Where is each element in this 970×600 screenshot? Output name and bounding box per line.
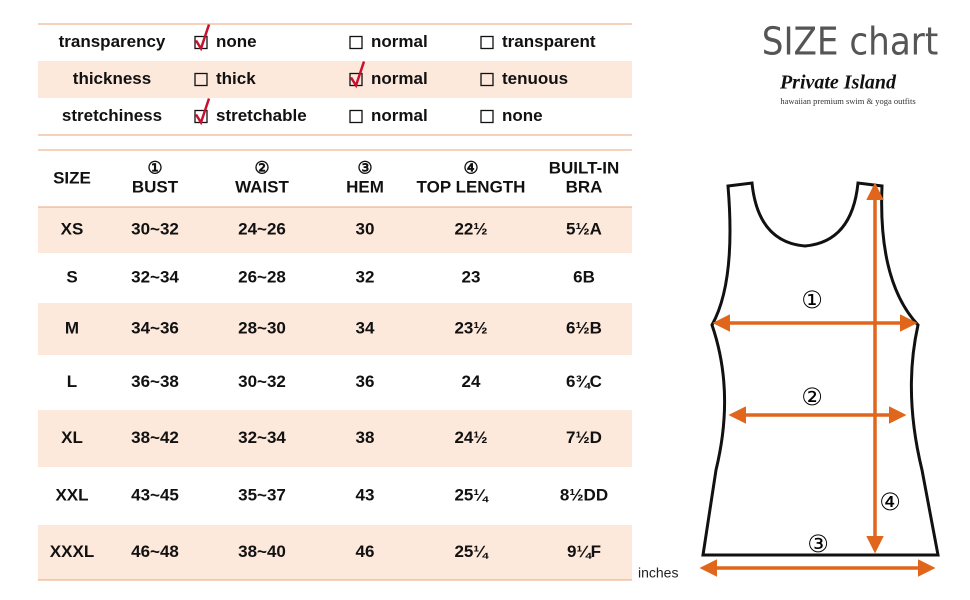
table-cell: 32 <box>356 267 375 286</box>
header-cell: BRA <box>566 177 603 196</box>
table-cell: 38 <box>356 428 375 447</box>
option-text: normal <box>371 106 428 125</box>
table-cell: 6½B <box>566 318 602 337</box>
table-cell: 38~42 <box>131 428 179 447</box>
table-cell: 8½DD <box>560 485 608 504</box>
check-mark <box>349 61 366 89</box>
table-cell: 30~32 <box>238 372 286 391</box>
checkbox <box>194 72 208 87</box>
table-cell: 32~34 <box>131 267 179 286</box>
table-cell: 5½A <box>566 219 602 238</box>
table-cell: 35~37 <box>238 485 286 504</box>
row-shade <box>38 525 632 580</box>
table-cell: 24½ <box>454 428 487 447</box>
table-cell: L <box>67 372 77 391</box>
header-cell: BUILT-IN <box>549 158 620 177</box>
checkbox <box>349 35 363 50</box>
table-cell: 36 <box>356 372 375 391</box>
row-shade <box>38 207 632 253</box>
check-mark <box>194 98 211 126</box>
table-cell: XXXL <box>50 542 94 561</box>
table-cell: 36~38 <box>131 372 179 391</box>
table-cell: XS <box>61 219 84 238</box>
tank-outline <box>701 181 940 557</box>
table-cell: M <box>65 318 79 337</box>
checkbox <box>480 109 494 124</box>
property-label: thickness <box>73 69 151 88</box>
header-cell: ② <box>254 158 269 177</box>
option-text: none <box>216 32 257 51</box>
checkbox <box>480 72 494 87</box>
table-cell: 32~34 <box>238 428 286 447</box>
option-text: none <box>502 106 543 125</box>
table-cell: 30~32 <box>131 219 179 238</box>
table-cell: 28~30 <box>238 318 286 337</box>
header-cell: BUST <box>132 177 179 196</box>
checkbox <box>480 35 494 50</box>
table-cell: 34~36 <box>131 318 179 337</box>
table-cell: 6B <box>573 267 595 286</box>
table-cell: 34 <box>356 318 375 337</box>
check-mark <box>194 24 211 52</box>
header-cell: SIZE <box>53 168 91 187</box>
header-cell: HEM <box>346 177 384 196</box>
table-cell: S <box>66 267 77 286</box>
tank-diagram: ① ② ③ ④ inches <box>638 181 940 581</box>
table-cell: 43 <box>356 485 375 504</box>
property-label: stretchiness <box>62 106 162 125</box>
brand-name: Private Island <box>779 72 897 94</box>
checkbox <box>349 109 363 124</box>
table-cell: 43~45 <box>131 485 179 504</box>
option-text: tenuous <box>502 69 568 88</box>
table-cell: 38~40 <box>238 542 286 561</box>
table-cell: 25¼ <box>454 485 489 504</box>
option-text: transparent <box>502 32 596 51</box>
header-cell: TOP LENGTH <box>417 177 526 196</box>
table-cell: 25¼ <box>454 542 489 561</box>
property-label: transparency <box>59 32 166 51</box>
header-cell: WAIST <box>235 177 289 196</box>
option-text: normal <box>371 69 428 88</box>
brand-title: SIZE chart <box>762 20 939 64</box>
table-cell: XL <box>61 428 83 447</box>
diagram-label: ③ <box>807 530 829 558</box>
diagram-label: ① <box>801 286 823 314</box>
option-text: stretchable <box>216 106 307 125</box>
table-cell: 23 <box>462 267 481 286</box>
table-cell: 7½D <box>566 428 602 447</box>
table-cell: 9¼F <box>567 542 601 561</box>
table-cell: 24~26 <box>238 219 286 238</box>
table-cell: 23½ <box>454 318 487 337</box>
row-shade <box>38 410 632 467</box>
option-text: normal <box>371 32 428 51</box>
header-cell: ④ <box>463 158 478 177</box>
table-cell: 24 <box>462 372 481 391</box>
header-cell: ① <box>147 158 162 177</box>
row-shade <box>38 303 632 355</box>
unit-label: inches <box>638 565 678 581</box>
table-cell: 46~48 <box>131 542 179 561</box>
table-cell: 26~28 <box>238 267 286 286</box>
table-cell: XXL <box>55 485 88 504</box>
table-cell: 46 <box>356 542 375 561</box>
table-cell: 22½ <box>454 219 487 238</box>
diagram-label: ② <box>801 383 823 411</box>
row-shade <box>38 61 632 98</box>
table-cell: 6¾C <box>566 372 602 391</box>
brand: SIZE chart Private Island hawaiian premi… <box>762 20 939 106</box>
table-cell: 30 <box>356 219 375 238</box>
diagram-label: ④ <box>879 488 901 516</box>
option-text: thick <box>216 69 256 88</box>
header-cell: ③ <box>357 158 372 177</box>
brand-tagline: hawaiian premium swim & yoga outfits <box>780 96 915 106</box>
